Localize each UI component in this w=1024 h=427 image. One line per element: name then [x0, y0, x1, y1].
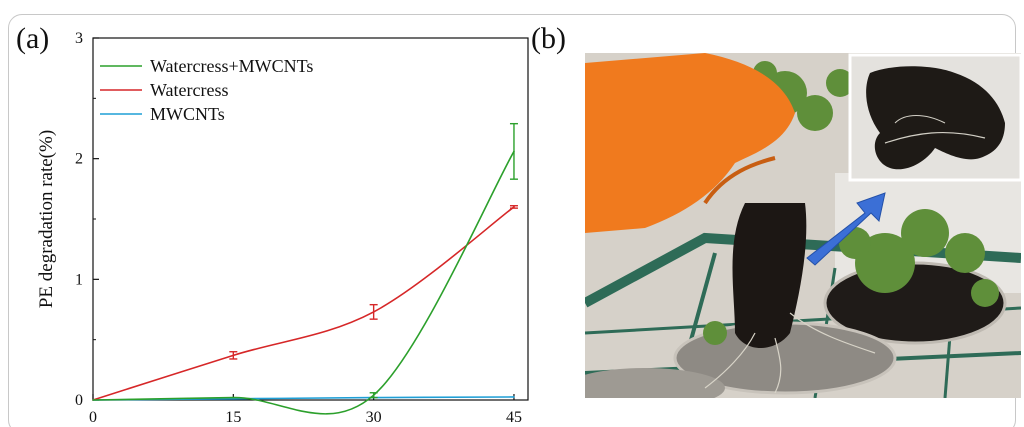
data-point-mwcnts-45 — [513, 396, 515, 398]
chart-series-layer — [92, 122, 518, 415]
degradation-chart: 0 15 30 45 0 1 2 3 PE degradation rate(%) Waterc… — [36, 30, 529, 426]
data-point-watercress-30 — [372, 311, 375, 313]
x-tick-label-45: 45 — [506, 409, 522, 426]
panel-label-a: (a) — [16, 22, 50, 55]
data-point-watercress-15 — [232, 354, 235, 357]
root-clump — [732, 203, 807, 348]
chart-legend: Watercress+MWCNTs Watercress MWCNTs — [100, 56, 313, 124]
foliage — [703, 61, 999, 345]
series-line-watercress-mwcnts — [92, 151, 515, 415]
y-tick-label-0: 0 — [75, 392, 83, 409]
y-tick-label-2: 2 — [75, 151, 83, 168]
y-axis-title: PE degradation rate(%) — [36, 130, 57, 308]
x-tick-label-0: 0 — [89, 409, 97, 426]
blue-arrow — [806, 192, 886, 266]
y-tick-label-3: 3 — [75, 30, 83, 47]
plant-root-photo — [585, 53, 1021, 398]
data-point-watercress-45 — [513, 206, 515, 208]
legend-label-watercress-mwcnts: Watercress+MWCNTs — [150, 56, 313, 76]
y-tick-label-1: 1 — [75, 271, 83, 288]
panel-label-b: (b) — [531, 22, 566, 55]
chart-axes: 0 15 30 45 0 1 2 3 PE degradation rate(%) — [36, 30, 529, 426]
data-point-watercress-mwcnts-45 — [513, 150, 515, 153]
photo-illustration — [585, 53, 1021, 398]
data-point-watercress-mwcnts-30 — [372, 394, 375, 396]
data-point-watercress-mwcnts-0 — [92, 399, 94, 401]
x-tick-label-15: 15 — [225, 409, 241, 426]
legend-label-watercress: Watercress — [150, 80, 229, 100]
orange-glove — [585, 53, 795, 233]
inset-photo — [848, 53, 1021, 182]
legend-label-mwcnts: MWCNTs — [150, 104, 225, 124]
series-line-watercress — [92, 206, 515, 401]
x-tick-label-30: 30 — [366, 409, 382, 426]
data-point-watercress-mwcnts-15 — [232, 396, 235, 399]
